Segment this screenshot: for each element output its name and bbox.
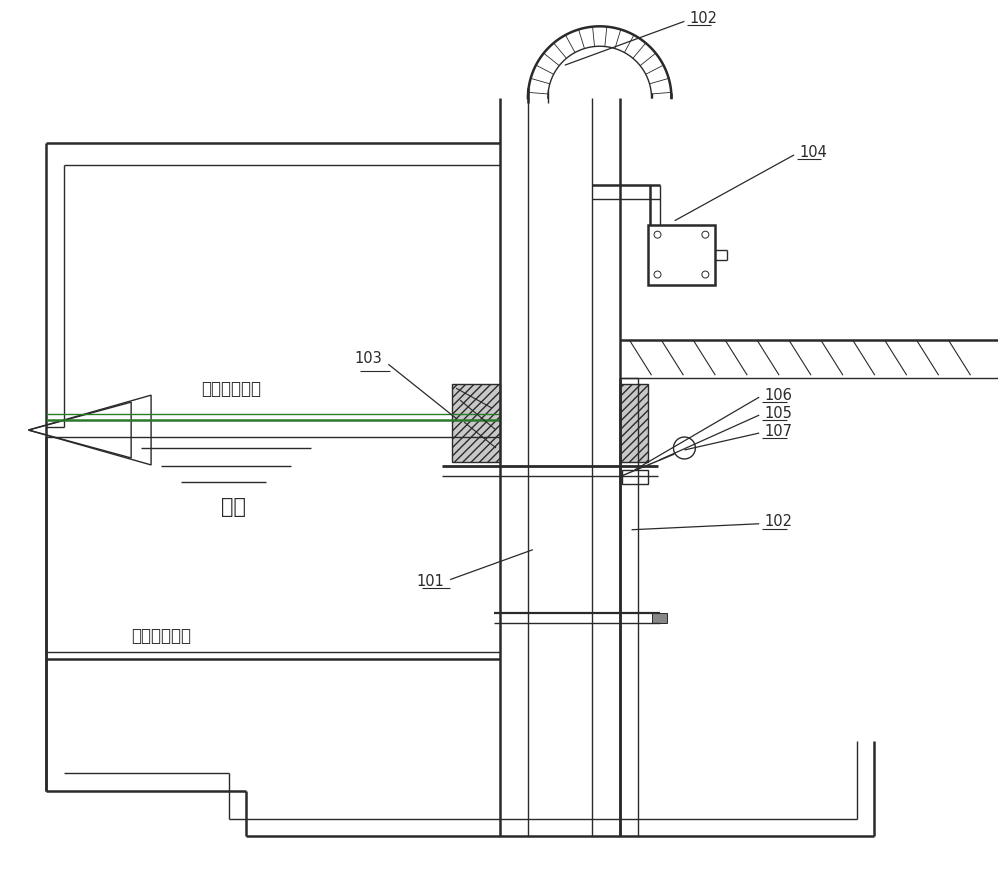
Text: 102: 102 — [764, 515, 792, 529]
Text: 106: 106 — [764, 388, 792, 402]
Bar — [620, 384, 648, 462]
Text: 101: 101 — [416, 574, 444, 589]
Text: 102: 102 — [689, 11, 717, 26]
Text: 105: 105 — [764, 406, 792, 421]
Text: 最低有效水位: 最低有效水位 — [131, 627, 191, 646]
Text: 104: 104 — [799, 145, 827, 161]
Text: 水池: 水池 — [221, 497, 246, 516]
Text: 107: 107 — [764, 424, 792, 439]
Bar — [652, 614, 667, 624]
Bar — [452, 384, 500, 462]
Bar — [648, 225, 715, 285]
Polygon shape — [28, 402, 131, 458]
Bar — [622, 470, 648, 483]
Text: 103: 103 — [355, 351, 382, 366]
Text: 最高有效水位: 最高有效水位 — [201, 380, 261, 398]
